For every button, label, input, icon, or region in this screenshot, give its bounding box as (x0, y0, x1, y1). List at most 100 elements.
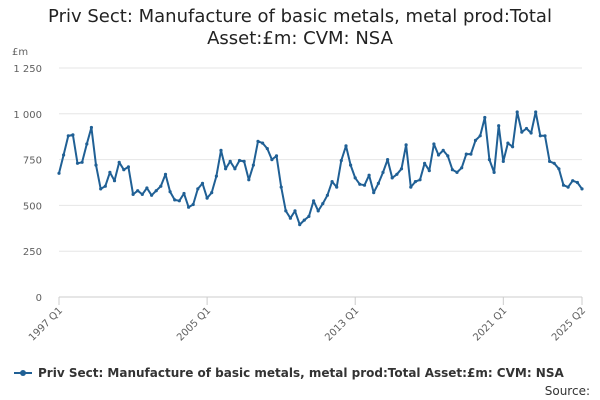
data-point (233, 167, 237, 171)
data-point (436, 153, 441, 157)
data-point (298, 223, 302, 227)
data-point (469, 152, 473, 156)
data-point (145, 186, 149, 190)
data-point (557, 167, 561, 171)
data-point (312, 199, 316, 203)
data-point (66, 134, 70, 138)
data-point (344, 144, 348, 148)
data-point (534, 110, 538, 114)
data-point (538, 134, 542, 138)
data-point (483, 115, 487, 120)
data-point (325, 193, 329, 197)
data-point (515, 110, 519, 114)
data-point (173, 198, 177, 202)
data-point (413, 180, 417, 184)
data-point (321, 202, 325, 206)
data-point (117, 160, 121, 164)
data-point (529, 131, 533, 135)
data-point (372, 191, 376, 195)
data-point (446, 154, 450, 158)
data-point (62, 153, 66, 157)
data-point (423, 161, 427, 165)
data-point (552, 161, 556, 165)
data-point (367, 173, 371, 177)
y-axis-unit-label: £m (12, 47, 28, 58)
data-point (566, 185, 570, 189)
data-point (131, 192, 135, 196)
data-point (251, 163, 255, 167)
data-point (353, 176, 357, 180)
y-tick-label: 500 (23, 201, 42, 212)
data-point (460, 166, 464, 170)
data-point (362, 183, 367, 187)
data-point (501, 159, 505, 163)
data-point (237, 158, 242, 163)
data-point (71, 133, 75, 137)
data-point (427, 169, 431, 173)
y-tick-label: 0 (36, 293, 42, 304)
data-point (103, 184, 107, 188)
data-point (473, 138, 478, 142)
data-point (441, 148, 445, 152)
data-point (126, 165, 130, 169)
data-point (381, 170, 385, 174)
data-point (432, 142, 436, 146)
data-point (279, 185, 283, 189)
data-point (520, 130, 524, 134)
data-point (154, 189, 158, 193)
data-point (224, 167, 228, 171)
data-point (177, 199, 181, 203)
data-point (122, 168, 126, 172)
data-point (395, 172, 399, 176)
data-point (561, 183, 566, 187)
data-point (524, 126, 529, 131)
legend-swatch-icon (14, 367, 32, 379)
data-point (492, 170, 496, 174)
x-tick-label: 2025 Q2 (550, 305, 588, 343)
data-point (242, 159, 246, 163)
data-point (150, 193, 154, 197)
data-point (497, 124, 501, 128)
data-point (455, 170, 459, 174)
data-point (57, 171, 61, 175)
data-point (159, 184, 163, 188)
legend[interactable]: Priv Sect: Manufacture of basic metals, … (14, 366, 564, 380)
data-point (80, 160, 84, 164)
chart-title: Priv Sect: Manufacture of basic metals, … (0, 6, 600, 50)
data-point (399, 167, 404, 171)
chart-title-line-2: Asset:£m: CVM: NSA (207, 28, 393, 49)
data-point (478, 134, 482, 138)
data-point (210, 191, 214, 195)
data-point (219, 148, 223, 152)
data-point (140, 192, 144, 196)
data-point (390, 176, 394, 180)
x-tick-label: 2005 Q1 (175, 305, 213, 343)
data-point (510, 145, 515, 149)
data-point (191, 202, 195, 207)
data-point (205, 196, 209, 200)
data-point (85, 142, 89, 146)
y-tick-label: 750 (23, 156, 42, 167)
x-tick-label: 1997 Q1 (27, 305, 65, 343)
data-point (386, 158, 390, 162)
data-point (75, 161, 80, 165)
x-tick-label: 2021 Q1 (471, 305, 509, 343)
data-point (163, 172, 168, 176)
data-point (349, 163, 353, 167)
x-tick-label: 2013 Q1 (323, 305, 361, 343)
data-point (450, 168, 454, 172)
data-point (168, 190, 172, 194)
data-point (200, 181, 205, 185)
data-point (284, 209, 288, 213)
y-tick-label: 250 (23, 247, 42, 258)
data-point (307, 214, 311, 218)
data-point (487, 158, 491, 162)
data-point (571, 179, 575, 183)
data-point (247, 178, 251, 182)
data-point (580, 187, 584, 191)
data-point (409, 185, 413, 189)
series-group (57, 110, 584, 227)
data-point (330, 180, 334, 184)
source-label: Source: (544, 384, 590, 398)
